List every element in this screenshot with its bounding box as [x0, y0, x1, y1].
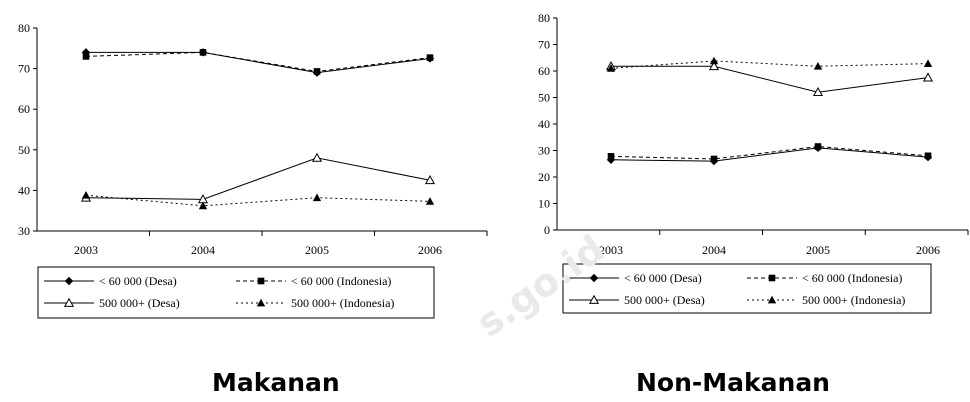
series-line: [610, 60, 929, 69]
x-tick-label: 2004: [191, 243, 215, 257]
y-tick-label: 60: [18, 102, 30, 116]
legend-label: 500 000+ (Desa): [99, 296, 180, 310]
legend: < 60 000 (Desa) < 60 000 (Indonesia) 500 0…: [37, 266, 435, 319]
series-3: [606, 56, 933, 72]
data-point: [312, 193, 322, 202]
data-point: [812, 86, 824, 97]
legend-item: 500 000+ (Indonesia): [236, 296, 394, 310]
y-tick-label: 80: [18, 21, 30, 35]
y-tick-label: 40: [18, 183, 30, 197]
x-tick-label: 2003: [74, 243, 98, 257]
series-1: [607, 143, 932, 163]
y-tick-label: 30: [538, 144, 550, 158]
y-tick-label: 40: [538, 117, 550, 131]
y-tick-label: 50: [538, 91, 550, 105]
series-line: [85, 157, 431, 200]
x-tick-label: 2004: [702, 243, 726, 257]
y-tick-label: 30: [18, 224, 30, 238]
data-point: [198, 201, 208, 210]
y-tick-label: 70: [18, 62, 30, 76]
series-line: [85, 51, 431, 72]
legend-label: < 60 000 (Indonesia): [291, 274, 391, 288]
x-tick-label: 2005: [806, 243, 830, 257]
series-3: [81, 191, 435, 210]
series-line: [86, 51, 431, 74]
data-point: [813, 62, 823, 70]
legend-item: 500 000+ (Desa): [44, 296, 180, 310]
legend-item: 500 000+ (Indonesia): [747, 293, 905, 307]
series-0: [81, 48, 435, 77]
chart-title-makanan: Makanan: [212, 368, 340, 397]
data-point: [923, 59, 933, 67]
data-point: [922, 72, 934, 82]
legend-swatch-marker: [257, 277, 265, 285]
legend-item: < 60 000 (Indonesia): [747, 271, 902, 285]
data-point: [814, 143, 822, 150]
legend-box: [562, 263, 932, 314]
legend-swatch-marker: [64, 276, 74, 286]
data-point: [313, 68, 321, 75]
x-tick-label: 2006: [418, 243, 442, 257]
legend-item: < 60 000 (Desa): [569, 271, 702, 285]
y-tick-label: 50: [18, 143, 30, 157]
series-line: [610, 146, 929, 160]
series-line: [85, 194, 431, 207]
chart-title-non-makanan: Non-Makanan: [636, 368, 830, 397]
x-tick-label: 2003: [599, 243, 623, 257]
legend-label: < 60 000 (Indonesia): [802, 271, 902, 285]
data-point: [924, 152, 932, 160]
legend-label: < 60 000 (Desa): [624, 271, 702, 285]
data-point: [425, 197, 435, 205]
legend-swatch-marker: [588, 294, 600, 304]
series-line: [610, 147, 929, 162]
legend-label: 500 000+ (Desa): [624, 293, 705, 307]
series-2: [605, 61, 934, 97]
legend-label: < 60 000 (Desa): [99, 274, 177, 288]
series-line: [611, 65, 929, 93]
data-point: [710, 155, 718, 163]
data-point: [708, 61, 720, 71]
data-point: [199, 49, 207, 56]
series-2: [80, 152, 436, 204]
y-tick-label: 10: [538, 197, 550, 211]
x-tick-label: 2006: [916, 243, 940, 257]
data-point: [82, 53, 90, 60]
chart-makanan: 30 40 50 60 70 80 2003 2004 2005 2006 < 60 000 (De…: [18, 21, 488, 319]
legend-item: 500 000+ (Desa): [569, 293, 705, 307]
data-point: [311, 152, 323, 162]
data-point: [426, 54, 434, 61]
data-point: [606, 64, 616, 72]
data-point: [81, 191, 91, 199]
legend-label: 500 000+ (Indonesia): [291, 296, 394, 310]
series-1: [82, 49, 434, 75]
legend-item: < 60 000 (Desa): [44, 274, 177, 288]
y-tick-label: 0: [544, 223, 550, 237]
data-point: [709, 56, 719, 65]
legend-swatch-marker: [589, 273, 599, 283]
y-tick-label: 60: [538, 64, 550, 78]
legend-swatch-marker: [63, 297, 75, 307]
x-tick-label: 2005: [305, 243, 329, 257]
legend-swatch-marker: [256, 298, 266, 307]
legend-item: < 60 000 (Indonesia): [236, 274, 391, 288]
legend-swatch-marker: [768, 274, 776, 282]
legend-label: 500 000+ (Indonesia): [802, 293, 905, 307]
y-tick-label: 20: [538, 170, 550, 184]
legend: < 60 000 (Desa) < 60 000 (Indonesia) 500 0…: [562, 263, 932, 314]
y-tick-label: 70: [538, 38, 550, 52]
legend-box: [37, 266, 435, 319]
y-tick-label: 80: [538, 11, 550, 25]
series-0: [606, 143, 933, 166]
legend-swatch-marker: [767, 295, 777, 304]
data-point: [607, 153, 615, 160]
data-point: [424, 175, 436, 185]
chart-non-makanan: 0 10 20 30 40 50 60 70 80 2003 2004 2005 2006 < 60 00…: [538, 11, 969, 314]
